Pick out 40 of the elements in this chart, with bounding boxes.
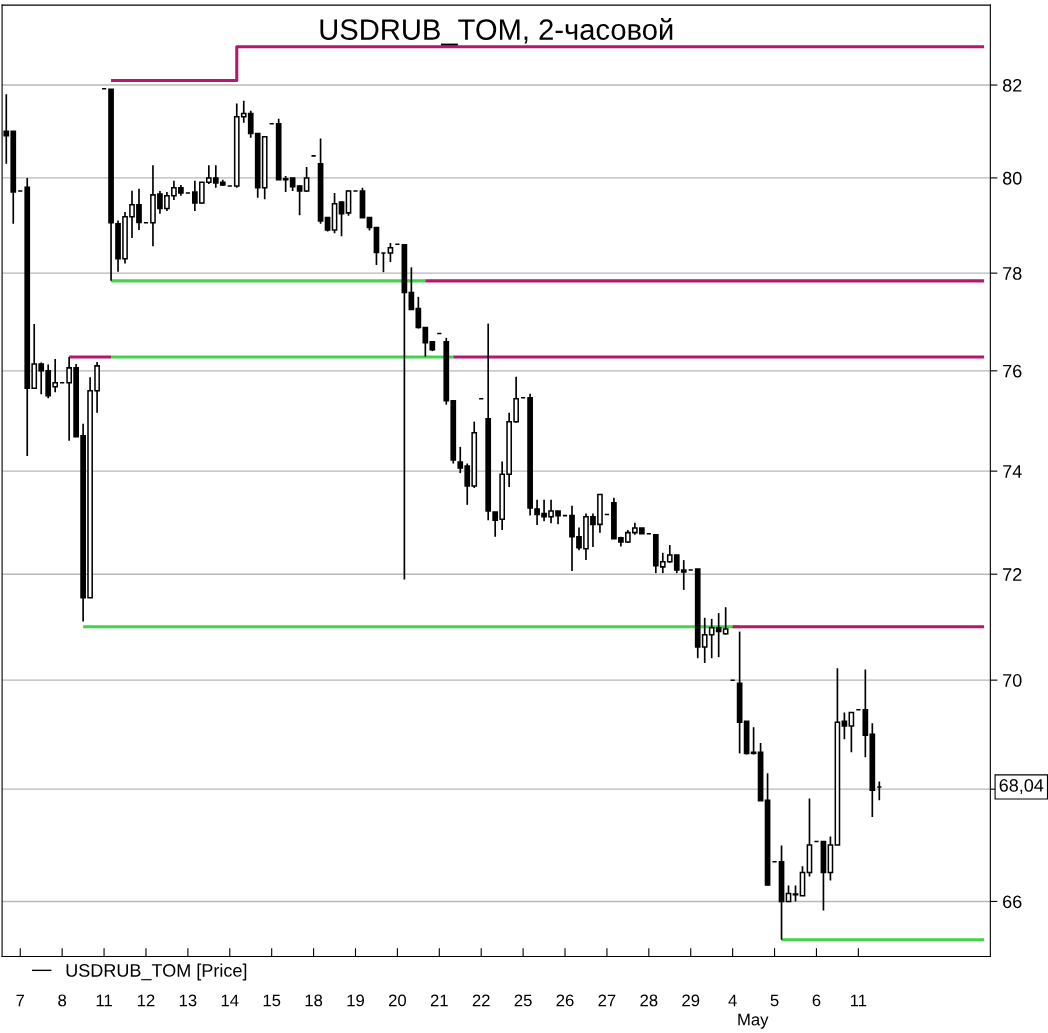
x-tick-label: 4 xyxy=(728,994,737,1007)
chart-title: USDRUB_TOM, 2-часовой xyxy=(320,18,673,46)
x-tick-label: 18 xyxy=(305,994,323,1007)
candlestick xyxy=(296,184,303,217)
y-tick-label: 76 xyxy=(1003,364,1022,378)
x-tick-label: 19 xyxy=(347,994,364,1007)
candlestick xyxy=(338,200,345,238)
y-tick-label: 78 xyxy=(1003,267,1022,280)
legend-title: USDRUB_TOM [Price] xyxy=(66,963,247,981)
x-tick-label: 28 xyxy=(640,994,658,1007)
candlestick xyxy=(841,711,848,741)
x-tick-label: 11 xyxy=(850,994,867,1007)
x-tick-label: 5 xyxy=(770,994,779,1007)
x-tick-label: 11 xyxy=(96,994,112,1007)
x-tick-label: 27 xyxy=(598,994,616,1007)
x-tick-label: 15 xyxy=(263,994,281,1007)
y-tick-label: 72 xyxy=(1003,568,1022,581)
candlestick xyxy=(387,242,394,263)
y-tick-label: 70 xyxy=(1003,674,1022,687)
x-tick-label: 25 xyxy=(514,994,532,1007)
x-tick-label: 13 xyxy=(179,994,197,1007)
y-tick-label: 74 xyxy=(1003,465,1022,478)
text: May xyxy=(738,1013,769,1029)
x-tick-label: 7 xyxy=(16,994,25,1007)
candlestick xyxy=(345,189,352,217)
y-tick-label: 80 xyxy=(1002,171,1022,185)
x-tick-label: 6 xyxy=(812,994,821,1007)
text: 68,04 xyxy=(999,779,1044,794)
x-tick-label: 8 xyxy=(58,994,67,1007)
x-tick-label: 21 xyxy=(430,994,448,1007)
x-tick-label: 22 xyxy=(472,994,490,1007)
x-tick-label: 26 xyxy=(556,994,574,1007)
x-tick-label: 20 xyxy=(388,994,407,1007)
x-tick-label: 12 xyxy=(137,994,155,1007)
y-tick-label: 66 xyxy=(1003,895,1022,909)
candlestick xyxy=(799,865,806,897)
x-tick-label: 14 xyxy=(221,994,239,1007)
candlestick xyxy=(303,166,310,193)
y-tick-label: 82 xyxy=(1002,78,1022,92)
x-tick-label: 29 xyxy=(682,994,700,1007)
